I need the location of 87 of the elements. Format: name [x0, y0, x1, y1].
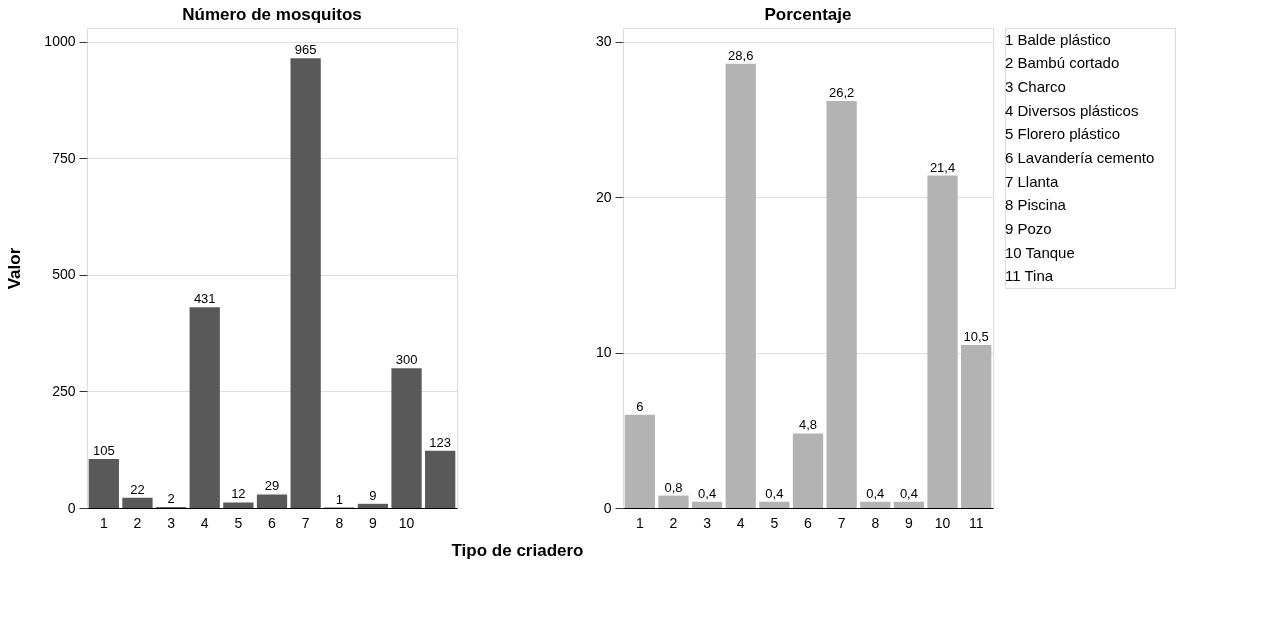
- bar: [223, 502, 254, 508]
- y-tick-label: 20: [595, 188, 612, 205]
- data-label: 300: [395, 352, 418, 368]
- y-tick-label: 10: [595, 344, 612, 361]
- bar: [189, 307, 220, 508]
- data-label: 0,4: [899, 485, 918, 501]
- x-tick-label: 1: [635, 514, 644, 531]
- data-label: 21,4: [929, 159, 956, 175]
- x-tick-label: 7: [837, 514, 846, 531]
- y-tick-label: 500: [52, 266, 76, 283]
- bar: [425, 450, 456, 508]
- bar: [691, 501, 723, 508]
- chart-title: Porcentaje: [764, 5, 852, 24]
- text: 8 Piscina: [1005, 196, 1067, 214]
- x-tick-label: 10: [934, 514, 951, 531]
- data-label: 0,4: [765, 485, 784, 501]
- x-tick-label: 3: [703, 514, 712, 531]
- x-tick-label: 2: [669, 514, 678, 531]
- x-tick-label: 11: [968, 514, 984, 531]
- bar: [290, 58, 321, 508]
- text: 1 Balde plástico: [1005, 30, 1111, 48]
- bar: [391, 368, 422, 508]
- text: 3 Charco: [1005, 78, 1066, 96]
- text: 2 Bambú cortado: [1005, 54, 1120, 72]
- y-tick-label: 1000: [44, 33, 76, 50]
- bar: [826, 101, 857, 508]
- text: 7 Llanta: [1005, 172, 1060, 190]
- x-tick-label: 8: [335, 514, 344, 531]
- text: 9 Pozo: [1005, 219, 1052, 237]
- y-tick-label: 750: [52, 149, 76, 166]
- data-label: 26,2: [828, 85, 855, 101]
- bar: [624, 414, 655, 508]
- bar: [122, 497, 153, 508]
- y-tick-label: 30: [595, 33, 612, 50]
- data-label: 12: [231, 486, 246, 502]
- y-tick-label: 250: [52, 383, 76, 399]
- data-label: 105: [92, 443, 115, 459]
- bar: [256, 494, 288, 508]
- data-label: 965: [294, 42, 317, 58]
- x-tick-label: 6: [804, 514, 813, 531]
- x-tick-label: 6: [268, 514, 277, 531]
- bar: [961, 344, 992, 508]
- bar: [893, 501, 925, 508]
- bar: [759, 501, 790, 508]
- bar: [725, 63, 756, 508]
- text: 4 Diversos plásticos: [1005, 101, 1139, 119]
- data-label: 431: [193, 291, 216, 307]
- data-label: 29: [264, 478, 280, 494]
- data-label: 28,6: [728, 47, 754, 63]
- text: 5 Florero plástico: [1005, 125, 1121, 143]
- bar: [357, 503, 389, 508]
- data-label: 1: [335, 491, 343, 507]
- x-tick-label: 7: [301, 514, 310, 531]
- bar: [792, 433, 824, 508]
- data-label: 6: [636, 398, 644, 414]
- text: 11 Tina: [1005, 267, 1054, 285]
- x-tick-label: 1: [99, 514, 108, 531]
- data-label: 22: [130, 481, 145, 497]
- x-tick-label: 5: [770, 514, 779, 531]
- x-tick-label: 10: [398, 514, 415, 531]
- data-label: 9: [369, 487, 377, 503]
- text: 6 Lavandería cemento: [1005, 149, 1155, 166]
- x-tick-label: 4: [200, 514, 209, 531]
- data-label: 0,8: [664, 479, 683, 495]
- bar: [658, 495, 689, 508]
- x-tick-label: 9: [369, 514, 378, 531]
- x-tick-label: 4: [736, 514, 745, 531]
- data-label: 123: [429, 434, 452, 450]
- x-tick-label: 9: [905, 514, 914, 531]
- bar: [927, 175, 958, 508]
- chart-title: Número de mosquitos: [182, 5, 362, 24]
- data-label: 2: [167, 491, 175, 507]
- x-tick-label: 2: [133, 514, 142, 531]
- data-label: 4,8: [798, 417, 818, 433]
- data-label: 0,4: [698, 485, 717, 501]
- x-axis-title: Tipo de criadero: [451, 540, 584, 560]
- y-tick-label: 0: [67, 499, 76, 516]
- x-tick-label: 5: [234, 514, 243, 531]
- bar: [88, 459, 119, 508]
- data-label: 0,4: [866, 485, 885, 501]
- y-axis-title: Valor: [5, 247, 25, 290]
- x-tick-label: 8: [871, 514, 880, 531]
- bar: [860, 501, 891, 508]
- text: 10 Tanque: [1005, 243, 1075, 261]
- data-label: 10,5: [963, 328, 989, 344]
- y-tick-label: 0: [603, 499, 612, 516]
- x-tick-label: 3: [167, 514, 176, 531]
